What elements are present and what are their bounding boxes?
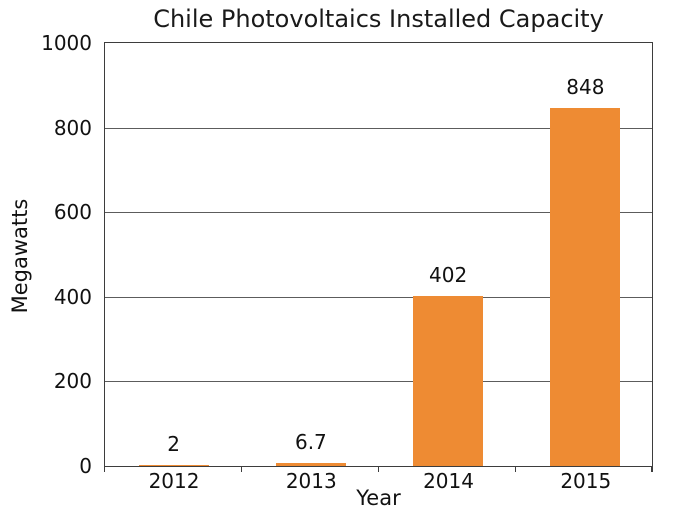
chart-title: Chile Photovoltaics Installed Capacity: [153, 5, 604, 33]
gridline-600: [105, 212, 652, 214]
bar-value-label-2014: 402: [429, 263, 468, 288]
x-tick-label-2014: 2014: [423, 469, 474, 493]
x-tick-label-2013: 2013: [285, 469, 337, 493]
bar-2014: [413, 296, 484, 466]
x-tick-mark: [240, 466, 242, 472]
x-tick-mark: [103, 466, 106, 472]
gridline-800: [105, 127, 652, 129]
bar-value-label-2013: 6.7: [294, 430, 327, 455]
y-tick-label-800: 800: [53, 115, 92, 140]
x-tick-label-2012: 2012: [148, 469, 200, 493]
x-tick-mark: [514, 466, 516, 472]
plot-area: 2 6.7 402 848: [104, 42, 653, 467]
bar-value-label-2015: 848: [566, 74, 605, 99]
gridline-400: [105, 296, 652, 298]
gridline-200: [105, 380, 652, 383]
x-tick-mark: [651, 466, 653, 472]
bar-2012: [138, 465, 209, 466]
x-axis-label: Year: [356, 486, 401, 510]
bar-value-label-2012: 2: [167, 432, 180, 457]
bar-2013: [275, 463, 346, 466]
y-tick-label-400: 400: [53, 284, 92, 309]
bar-2015: [550, 107, 621, 466]
y-tick-label-0: 0: [79, 453, 92, 478]
y-tick-label-1000: 1000: [41, 31, 92, 56]
x-tick-mark: [377, 466, 379, 472]
y-tick-label-200: 200: [53, 369, 92, 394]
y-tick-label-600: 600: [53, 200, 92, 225]
x-tick-label-2015: 2015: [560, 469, 612, 493]
